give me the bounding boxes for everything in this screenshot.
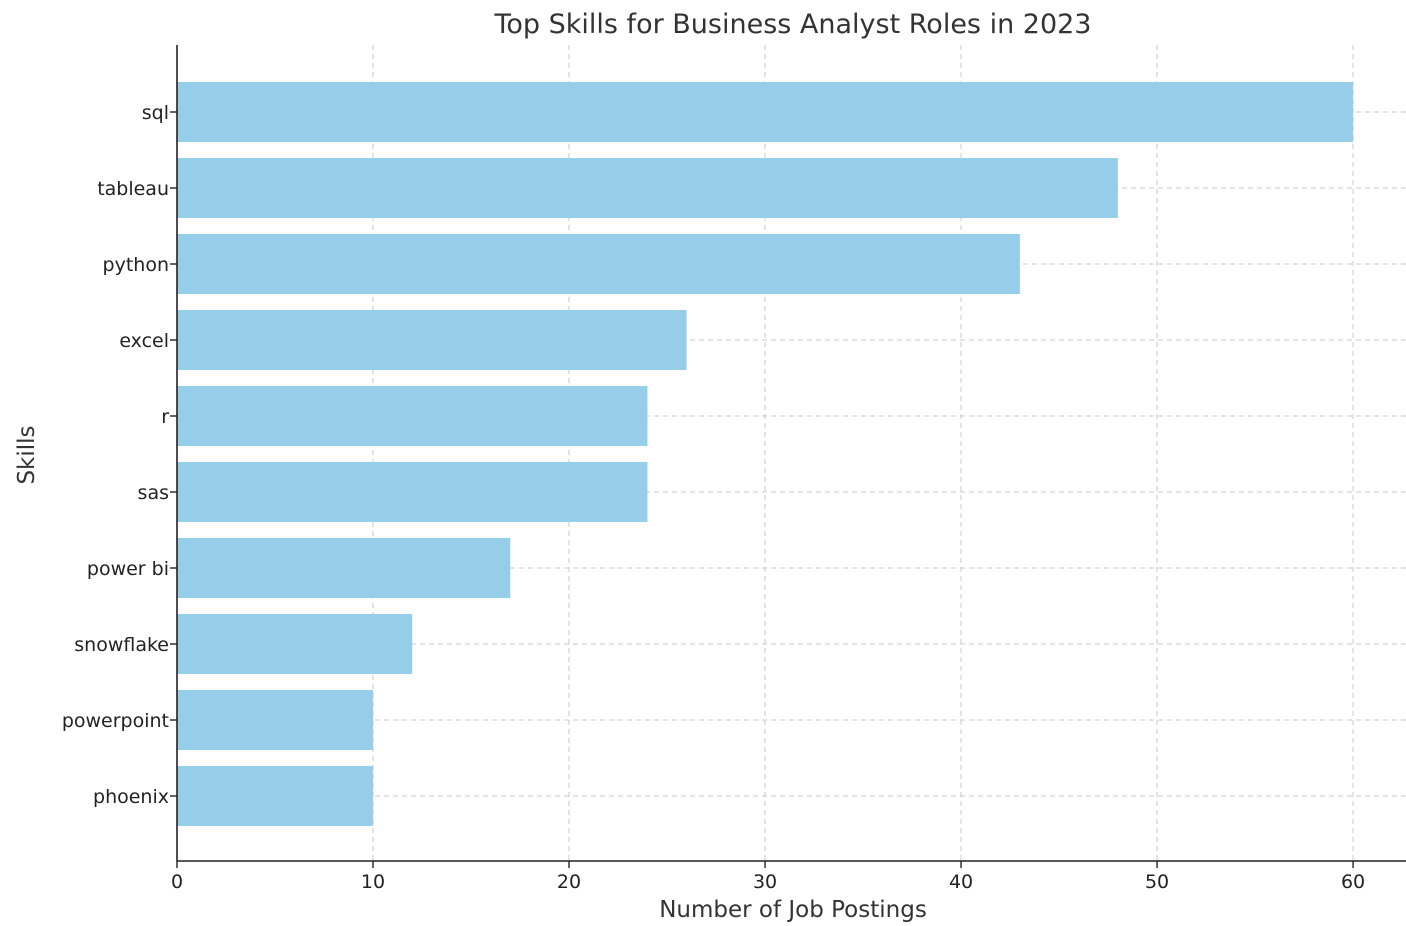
y-tick-label: powerpoint xyxy=(62,710,169,732)
x-tick-label: 30 xyxy=(753,871,777,893)
y-tick-label: power bi xyxy=(87,558,169,580)
bar-python xyxy=(177,234,1020,294)
y-tick-label: sql xyxy=(142,102,169,124)
bar-sql xyxy=(177,82,1354,142)
axes xyxy=(176,45,1406,862)
x-tick-label: 10 xyxy=(361,871,385,893)
x-ticks: 0 10 20 30 40 50 60 xyxy=(171,861,1365,893)
bar-powerpoint xyxy=(177,690,374,750)
y-tick-label: python xyxy=(103,254,169,276)
y-tick-label: phoenix xyxy=(93,786,169,808)
x-tick-label: 60 xyxy=(1341,871,1365,893)
bar-tableau xyxy=(177,158,1118,218)
chart-title: Top Skills for Business Analyst Roles in… xyxy=(493,9,1091,40)
y-tick-label: tableau xyxy=(97,178,169,200)
bar-snowflake xyxy=(177,614,413,674)
x-tick-label: 0 xyxy=(171,871,183,893)
bar-excel xyxy=(177,310,687,370)
y-tick-label: excel xyxy=(119,330,169,352)
bar-power-bi xyxy=(177,538,511,598)
x-tick-label: 50 xyxy=(1145,871,1169,893)
x-tick-label: 40 xyxy=(949,871,973,893)
y-ticks: sql tableau python excel r sas power bi snowfla… xyxy=(62,102,177,808)
bar-sas xyxy=(177,462,648,522)
bar-r xyxy=(177,386,648,446)
y-axis-label: Skills xyxy=(14,425,40,484)
y-tick-label: snowflake xyxy=(74,634,169,656)
bar-phoenix xyxy=(177,766,374,826)
y-tick-label: r xyxy=(161,406,169,428)
y-tick-label: sas xyxy=(138,482,169,504)
bars xyxy=(177,82,1354,826)
x-tick-label: 20 xyxy=(557,871,581,893)
x-axis-label: Number of Job Postings xyxy=(659,897,927,923)
